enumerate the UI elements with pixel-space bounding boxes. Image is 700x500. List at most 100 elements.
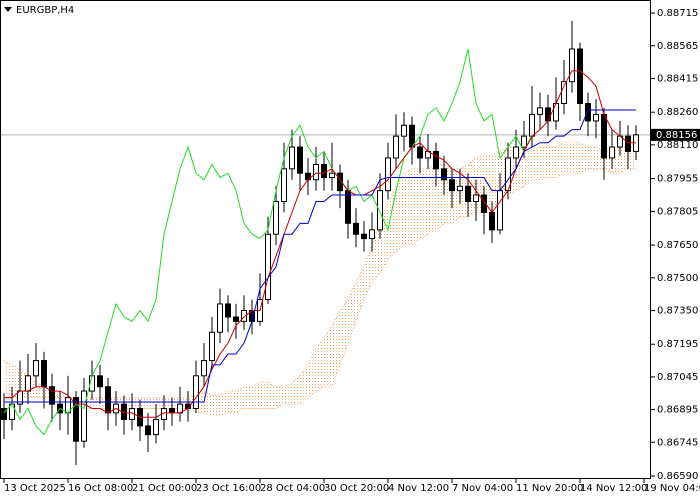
candle-body [49, 386, 55, 405]
candle-body [465, 185, 471, 203]
candle-body [545, 107, 551, 122]
candle-body [97, 375, 103, 388]
candle-body [281, 168, 287, 203]
candle-body [593, 113, 599, 122]
candle-body [529, 113, 535, 137]
candle-body [449, 179, 455, 192]
menu-arrow[interactable] [4, 7, 12, 12]
chart-title: EURGBP,H4 [16, 5, 74, 16]
y-tick-label: 0.88260 [657, 107, 698, 118]
plot-frame [0, 0, 651, 479]
x-tick-label: 21 Oct 00:00 [132, 483, 197, 494]
x-tick-label: 4 Nov 12:00 [388, 483, 449, 494]
candle-body [153, 418, 159, 436]
y-tick-label: 0.87350 [657, 305, 698, 316]
candle-body [513, 146, 519, 159]
candle-body [601, 113, 607, 159]
x-tick-label: 11 Nov 20:00 [516, 483, 583, 494]
candle-body [521, 135, 527, 148]
current-price-box [651, 128, 700, 141]
candle-body [313, 163, 319, 181]
candle-body [193, 375, 199, 410]
candle-body [233, 316, 239, 322]
ichimoku-cloud [4, 142, 636, 416]
candle-body [169, 408, 175, 414]
y-tick-label: 0.87195 [657, 339, 698, 350]
candle-body [401, 124, 407, 137]
y-tick-label: 0.87650 [657, 240, 698, 251]
candle-body [625, 135, 631, 152]
span-b [4, 168, 636, 416]
y-tick-label: 0.86895 [657, 405, 698, 416]
candle-body [209, 331, 215, 362]
candle-body [217, 303, 223, 333]
candle-body [577, 48, 583, 104]
candle-body [537, 107, 543, 115]
candle-body [105, 386, 111, 414]
candle-body [273, 201, 279, 235]
candle-body [297, 146, 303, 174]
candle-body [489, 211, 495, 231]
candle-body [241, 309, 247, 322]
x-tick-label: 16 Oct 08:00 [68, 483, 133, 494]
candle-body [385, 157, 391, 192]
candle-body [73, 397, 79, 442]
candle-body [481, 194, 487, 213]
y-tick-label: 0.87805 [657, 206, 698, 217]
candle-body [561, 81, 567, 104]
y-tick-label: 0.87045 [657, 372, 698, 383]
candle-body [497, 190, 503, 231]
candle-body [289, 146, 295, 170]
candle-body [457, 185, 463, 192]
candle-body [369, 229, 375, 240]
candle-body [337, 172, 343, 192]
candle-body [25, 375, 31, 392]
candle-body [473, 194, 479, 203]
y-tick-label: 0.86590 [657, 471, 698, 482]
candle-body [585, 102, 591, 122]
x-tick-label: 30 Oct 20:00 [324, 483, 389, 494]
x-tick-label: 28 Oct 04:00 [260, 483, 325, 494]
tenkan-sen [4, 70, 636, 418]
candle-body [201, 360, 207, 377]
y-tick-label: 0.88715 [657, 8, 698, 19]
candle-body [409, 124, 415, 148]
span-a [3, 142, 637, 399]
candle-body [361, 233, 367, 240]
candle-body [1, 408, 7, 420]
chikou-span [3, 48, 533, 436]
candle-body [377, 190, 383, 231]
candle-body [321, 163, 327, 179]
y-tick-label: 0.87955 [657, 174, 698, 185]
candle-body [41, 360, 47, 388]
candle-body [433, 150, 439, 170]
candle-body [145, 425, 151, 436]
plot-area [0, 20, 651, 466]
kijun-sen [4, 109, 636, 403]
y-tick-label: 0.88415 [657, 73, 698, 84]
x-tick-label: 23 Oct 16:00 [196, 483, 261, 494]
candle-body [353, 222, 359, 235]
x-tick-label: 19 Nov 04:00 [644, 483, 700, 494]
candle-body [33, 360, 39, 377]
candle-body [569, 48, 575, 83]
x-tick-label: 7 Nov 04:00 [452, 483, 513, 494]
y-tick-label: 0.87500 [657, 273, 698, 284]
candle-body [81, 390, 87, 442]
candle-body [329, 172, 335, 179]
y-tick-label: 0.88565 [657, 41, 698, 52]
x-tick-label: 14 Nov 12:00 [580, 483, 647, 494]
candle-body [225, 303, 231, 318]
candle-body [393, 135, 399, 159]
y-tick-label: 0.88110 [657, 140, 698, 151]
candle-body [417, 146, 423, 159]
candle-body [265, 233, 271, 301]
x-tick-label: 13 Oct 2025 [4, 483, 66, 494]
y-tick-label: 0.86745 [657, 437, 698, 448]
candle-body [609, 146, 615, 159]
current-price-label: 0.88156 [656, 130, 697, 141]
candle-body [345, 190, 351, 224]
candle-body [441, 168, 447, 181]
